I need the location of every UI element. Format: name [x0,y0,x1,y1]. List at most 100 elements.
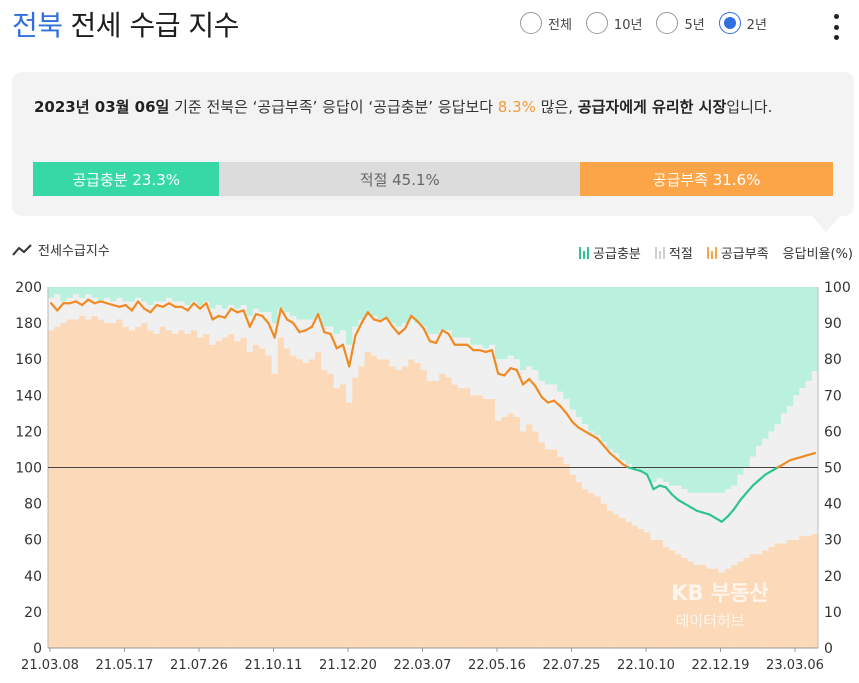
bar-shortage [712,568,719,648]
bar-adequate [221,308,229,338]
bar-sufficient [184,287,192,306]
bar-adequate [339,330,347,385]
bar-adequate [644,474,651,533]
index-line-segment [180,305,189,312]
bar-shortage [774,543,782,648]
y-left-tick-label: 60 [24,533,42,549]
bar-adequate [513,359,521,417]
index-line-segment [490,349,500,375]
period-option-2y[interactable]: 2년 [718,12,767,34]
bar-sufficient [91,287,98,298]
bar-sufficient [159,287,167,302]
bar-sufficient [762,287,769,439]
index-line-segment [205,302,214,321]
bar-sufficient [172,287,179,302]
bar-sufficient [550,287,558,385]
bar-sufficient [370,287,378,316]
index-line-segment [689,506,699,512]
index-line-segment [416,320,425,330]
bar-shortage [178,330,185,648]
bar-shortage [408,359,415,648]
bar-shortage [799,536,806,648]
bar-adequate [228,305,235,334]
bar-sufficient [451,287,459,338]
bar-shortage [563,463,570,648]
period-option-all[interactable]: 전체 [520,12,572,34]
bar-shortage [228,333,235,648]
index-line-segment [714,516,723,523]
bar-adequate [408,319,415,360]
index-line-segment [410,314,419,323]
period-option-10y[interactable]: 10년 [585,12,642,34]
bar-sufficient [277,287,285,309]
bar-adequate [60,301,67,324]
radio-icon [520,12,542,34]
bar-shortage [656,539,664,648]
bar-shortage [85,319,92,648]
bar-shortage [594,496,601,648]
bar-adequate [283,312,291,349]
bar-sufficient [495,287,502,360]
y-right-tick-label: 60 [824,424,842,440]
index-title: 전세 수급 지수 [70,9,240,42]
line-chart-icon [12,243,32,256]
bar-sufficient [588,287,595,432]
bar-sufficient [215,287,223,306]
bar-adequate [252,308,260,345]
bar-shortage [128,330,136,648]
bar-sufficient [786,287,794,407]
bar-adequate [308,319,316,360]
bar-adequate [85,294,92,320]
bar-shortage [662,546,670,648]
bar-sufficient [265,287,272,313]
y-right-tick-label: 70 [824,388,842,404]
bar-shortage [321,370,328,648]
summary-card: 2023년 03월 06일 기준 전북은 ‘공급부족’ 응답이 ‘공급충분’ 응… [12,72,854,216]
bar-sufficient [464,287,471,338]
bar-sufficient [799,287,806,389]
bar-shortage [619,518,626,648]
bar-adequate [507,355,515,414]
period-option-5y[interactable]: 5년 [656,12,705,34]
bar-shortage [532,431,539,648]
bar-shortage [327,373,334,648]
index-line-segment [167,302,177,308]
bar-adequate [637,471,645,529]
bar-adequate [625,463,633,522]
index-line-segment [304,325,314,332]
bar-sufficient [637,287,645,472]
bar-shortage [401,366,409,648]
legend-shortage[interactable]: 공급부족 [706,243,769,262]
bar-sufficient [594,287,601,436]
bar-adequate [786,406,794,540]
bar-sufficient [457,287,465,338]
bar-adequate [606,449,614,511]
bar-shortage [315,351,322,648]
more-options-icon[interactable] [828,14,844,40]
x-tick-label: 22.10.10 [617,658,675,673]
index-line-segment [615,457,624,465]
bar-shortage [631,525,639,648]
index-line-segment [273,307,282,339]
bar-adequate [97,301,105,320]
bar-sufficient [774,287,782,425]
x-tick-label: 22.03.07 [394,658,452,673]
bar-adequate [79,297,86,316]
index-line-segment [577,426,587,433]
x-tick-label: 22.12.19 [692,658,750,673]
legend-sufficient[interactable]: 공급충분 [579,243,641,262]
bar-shortage [153,333,161,648]
bar-sufficient [308,287,316,320]
bar-sufficient [72,287,80,295]
bar-adequate [656,478,664,540]
bar-adequate [346,344,353,403]
bar-adequate [364,315,372,352]
bar-adequate [153,301,161,334]
bar-sufficient [228,287,235,306]
legend-adequate[interactable]: 적절 [654,243,693,262]
bar-shortage [333,388,341,648]
bar-sufficient [122,287,130,302]
bar-sufficient [178,287,185,302]
bar-adequate [569,409,577,475]
index-line-segment [782,459,792,465]
